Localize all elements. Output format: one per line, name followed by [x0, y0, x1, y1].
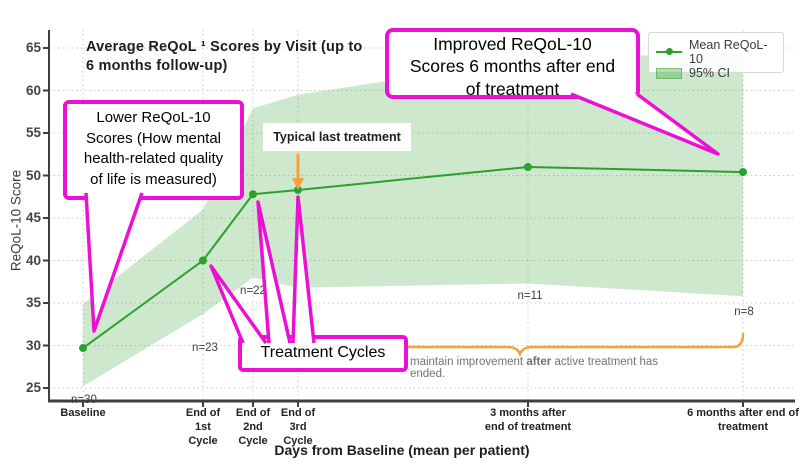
x-tick-label: Baseline	[60, 407, 106, 419]
x-tick-label: End of 2nd Cycle	[235, 407, 271, 447]
legend: Mean ReQoL-10 95% CI	[648, 32, 784, 80]
y-tick-label: 45	[25, 210, 41, 225]
callout-lower-reqol-scores: Lower ReQoL-10 Scores (How mental health…	[63, 100, 244, 200]
y-tick-label: 40	[25, 252, 41, 268]
n-count-label: n=22	[240, 285, 266, 298]
ci-band-swatch-icon	[656, 67, 682, 79]
y-tick-label: 25	[25, 380, 41, 395]
note-text-pre: maintain improvement	[410, 356, 527, 368]
legend-mean-label: Mean ReQoL-10	[689, 38, 768, 66]
y-tick-label: 55	[25, 125, 41, 140]
x-axis-title: Days from Baseline (mean per patient)	[274, 442, 530, 458]
note-text-post: active treatment has ended.	[410, 356, 659, 380]
typical-last-treatment-label: Typical last treatment	[263, 123, 411, 151]
n-count-label: n=8	[734, 306, 754, 319]
n-count-label: n=23	[192, 341, 218, 354]
y-tick-label: 50	[25, 167, 41, 183]
legend-ci-label: 95% CI	[689, 66, 730, 80]
y-tick-label: 30	[25, 337, 41, 353]
x-tick-label: End of 3rd Cycle	[280, 407, 316, 447]
mean-line-swatch-icon	[656, 48, 682, 56]
note-text-bold: after	[526, 356, 552, 368]
chart-title: Average ReQoL ¹ Scores by Visit (up to 6…	[86, 39, 363, 75]
x-tick-label: 3 months after end of treatment	[484, 407, 572, 433]
legend-entry-ci: 95% CI	[656, 66, 776, 80]
y-tick-label: 65	[25, 40, 41, 55]
callout-treatment-cycles: Treatment Cycles	[238, 335, 408, 372]
callout-improved-reqol-scores: Improved ReQoL-10 Scores 6 months after …	[385, 28, 640, 99]
n-count-label: n=30	[71, 394, 97, 407]
x-tick-label: 6 months after end of treatment	[687, 407, 799, 433]
x-tick-label: End of 1st Cycle	[185, 407, 221, 447]
legend-entry-mean: Mean ReQoL-10	[656, 38, 776, 66]
maintain-improvement-note: maintain improvement after active treatm…	[410, 356, 690, 380]
y-tick-label: 60	[25, 82, 41, 98]
y-tick-label: 35	[25, 295, 41, 310]
n-count-label: n=11	[517, 290, 543, 302]
